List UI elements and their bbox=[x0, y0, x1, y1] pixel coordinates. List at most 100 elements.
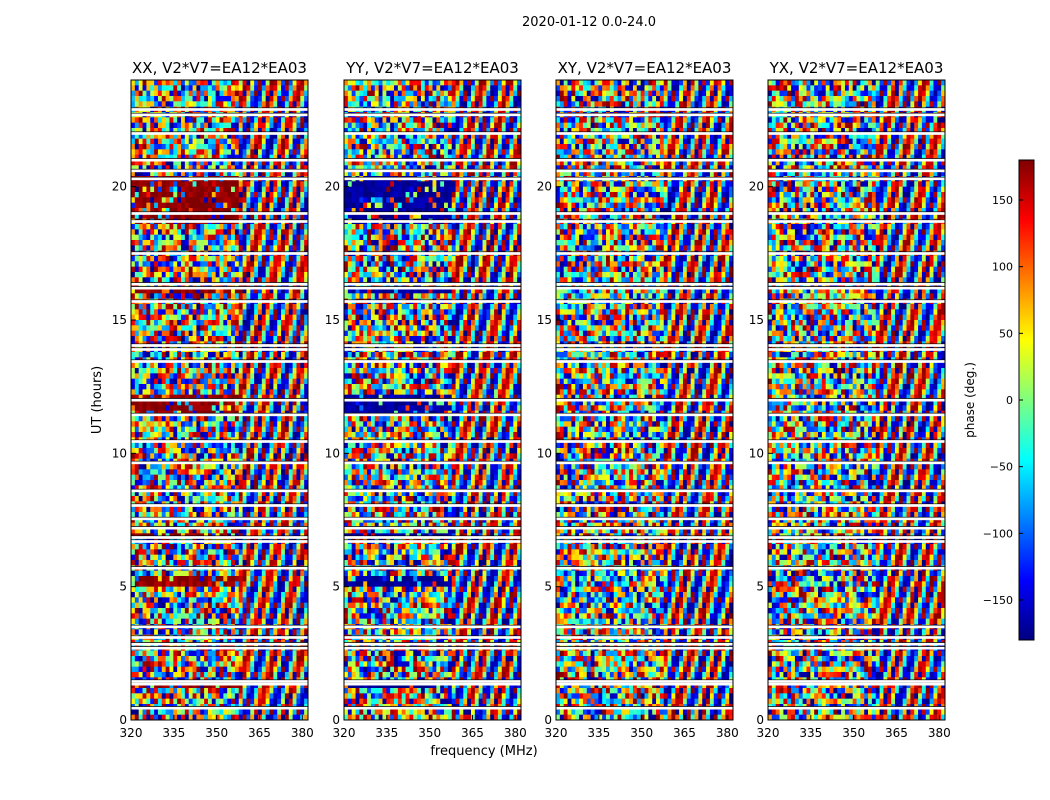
heatmap-cell bbox=[219, 517, 224, 524]
heatmap-cell bbox=[257, 128, 263, 134]
heatmap-cell bbox=[177, 336, 182, 342]
heatmap-cell bbox=[300, 213, 305, 220]
heatmap-cell bbox=[257, 293, 263, 300]
heatmap-cell bbox=[304, 362, 309, 369]
heatmap-cell bbox=[154, 208, 159, 214]
heatmap-cell bbox=[300, 528, 305, 534]
heatmap-cell bbox=[184, 197, 190, 204]
heatmap-cell bbox=[246, 506, 251, 513]
heatmap-cell bbox=[238, 261, 243, 268]
heatmap-cell bbox=[292, 192, 297, 198]
heatmap-cell bbox=[284, 229, 290, 236]
heatmap-cell bbox=[254, 234, 259, 241]
heatmap-cell bbox=[211, 186, 217, 193]
heatmap-cell bbox=[138, 549, 143, 556]
heatmap-cell bbox=[246, 170, 251, 177]
heatmap-cell bbox=[200, 96, 205, 102]
heatmap-cell bbox=[265, 256, 270, 262]
heatmap-cell bbox=[215, 304, 220, 310]
heatmap-cell bbox=[142, 448, 147, 454]
heatmap-cell bbox=[204, 629, 209, 636]
heatmap-cell bbox=[296, 474, 301, 481]
heatmap-cell bbox=[246, 245, 251, 252]
heatmap-cell bbox=[300, 362, 305, 369]
heatmap-cell bbox=[184, 629, 190, 636]
heatmap-cell bbox=[257, 592, 263, 598]
heatmap-cell bbox=[138, 421, 143, 428]
heatmap-cell bbox=[200, 506, 205, 513]
heatmap-cell bbox=[192, 373, 197, 380]
heatmap-cell bbox=[134, 80, 140, 86]
heatmap-cell bbox=[219, 314, 224, 321]
heatmap-cell bbox=[173, 373, 178, 380]
heatmap-cell bbox=[188, 325, 193, 332]
heatmap-cell bbox=[184, 597, 190, 604]
heatmap-cell bbox=[246, 229, 251, 236]
heatmap-cell bbox=[196, 165, 201, 172]
heatmap-cell bbox=[134, 85, 140, 92]
heatmap-cell bbox=[177, 554, 182, 561]
heatmap-cell bbox=[227, 229, 232, 236]
heatmap-cell bbox=[157, 272, 163, 278]
heatmap-cell bbox=[138, 181, 143, 188]
heatmap-cell bbox=[196, 522, 201, 529]
heatmap-cell bbox=[204, 650, 209, 657]
heatmap-cell bbox=[188, 261, 193, 268]
heatmap-cell bbox=[254, 272, 259, 278]
heatmap-cell bbox=[204, 490, 209, 497]
heatmap-cell bbox=[131, 128, 136, 134]
heatmap-cell bbox=[204, 469, 209, 476]
heatmap-cell bbox=[134, 266, 140, 273]
heatmap-cell bbox=[304, 618, 309, 625]
heatmap-cell bbox=[261, 336, 267, 342]
heatmap-cell bbox=[142, 608, 147, 614]
heatmap-cell bbox=[215, 576, 220, 582]
heatmap-cell bbox=[265, 122, 270, 129]
heatmap-cell bbox=[211, 229, 217, 236]
heatmap-cell bbox=[165, 320, 170, 326]
heatmap-cell bbox=[246, 389, 251, 396]
heatmap-cell bbox=[181, 517, 186, 524]
heatmap-cell bbox=[304, 325, 309, 332]
heatmap-cell bbox=[207, 549, 213, 556]
heatmap-cell bbox=[207, 384, 213, 390]
heatmap-cell bbox=[181, 656, 186, 662]
heatmap-cell bbox=[211, 480, 217, 486]
heatmap-cell bbox=[281, 362, 286, 369]
heatmap-cell bbox=[273, 309, 278, 316]
heatmap-cell bbox=[165, 277, 170, 284]
heatmap-cell bbox=[292, 453, 297, 460]
heatmap-cell bbox=[292, 101, 297, 108]
heatmap-cell bbox=[273, 597, 278, 604]
heatmap-cell bbox=[169, 618, 174, 625]
heatmap-cell bbox=[188, 149, 193, 156]
heatmap-cell bbox=[184, 117, 190, 124]
heatmap-cell bbox=[207, 602, 213, 609]
heatmap-cell bbox=[134, 400, 140, 406]
heatmap-cell bbox=[273, 160, 278, 166]
heatmap-cell bbox=[177, 261, 182, 268]
heatmap-cell bbox=[204, 154, 209, 161]
heatmap-cell bbox=[257, 181, 263, 188]
heatmap-cell bbox=[234, 592, 240, 598]
heatmap-cell bbox=[288, 490, 294, 497]
heatmap-cell bbox=[184, 101, 190, 108]
heatmap-cell bbox=[288, 288, 294, 294]
heatmap-cell bbox=[246, 90, 251, 97]
heatmap-cell bbox=[142, 245, 147, 252]
heatmap-cell bbox=[181, 602, 186, 609]
heatmap-cell bbox=[281, 272, 286, 278]
heatmap-cell bbox=[196, 389, 201, 396]
heatmap-cell bbox=[265, 154, 270, 161]
heatmap-cell bbox=[188, 144, 193, 150]
heatmap-cell bbox=[131, 282, 136, 289]
heatmap-cell bbox=[165, 293, 170, 300]
heatmap-cell bbox=[261, 421, 267, 428]
heatmap-cell bbox=[169, 288, 174, 294]
heatmap-cell bbox=[242, 229, 247, 236]
heatmap-cell bbox=[273, 368, 278, 374]
heatmap-cell bbox=[181, 202, 186, 209]
heatmap-cell bbox=[154, 122, 159, 129]
heatmap-cell bbox=[242, 85, 247, 92]
heatmap-cell bbox=[265, 80, 270, 86]
